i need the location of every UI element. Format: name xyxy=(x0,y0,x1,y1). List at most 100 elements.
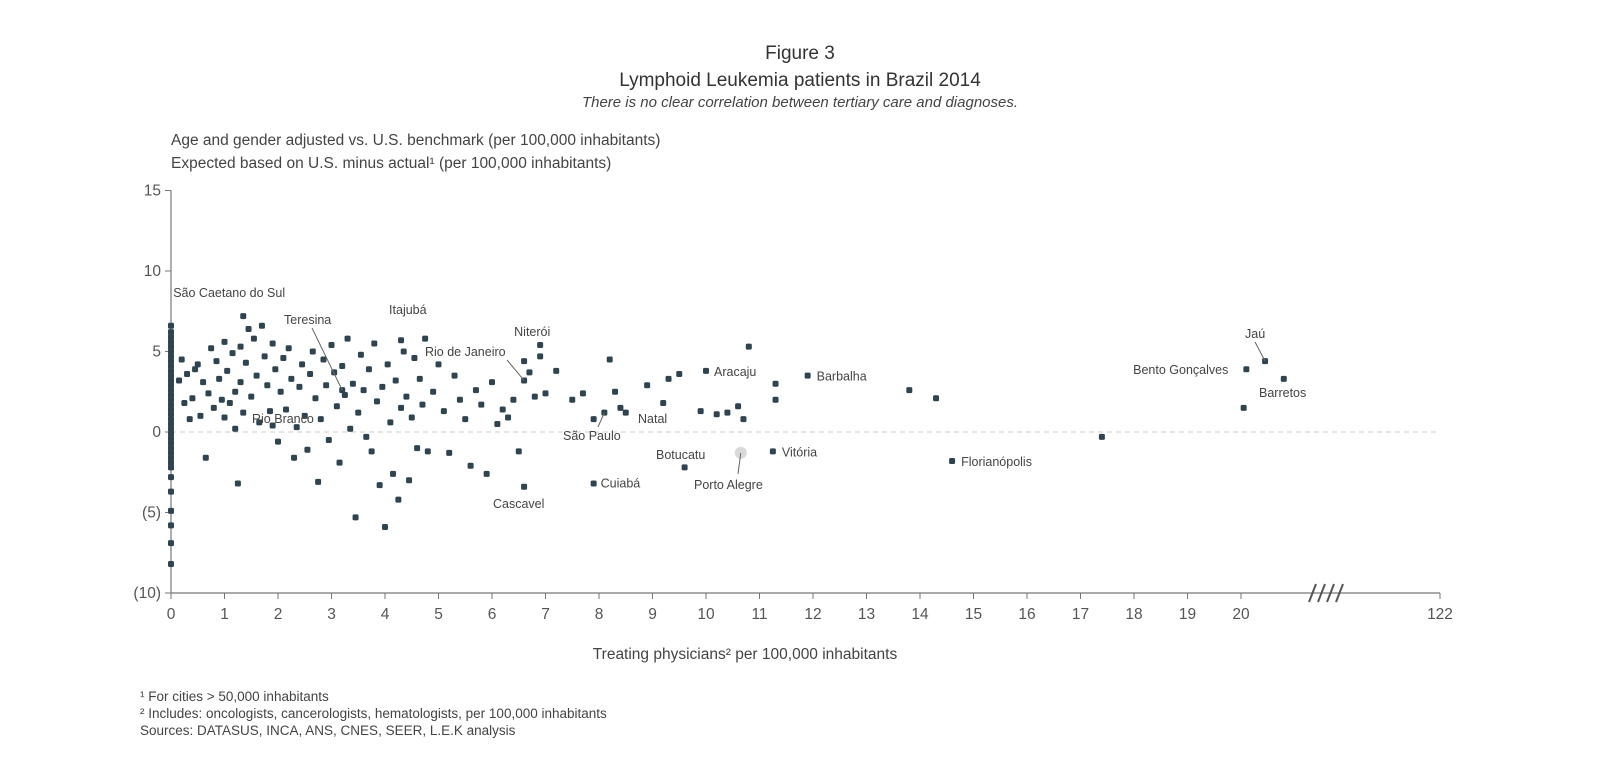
point-label: Botucatu xyxy=(656,448,705,462)
data-point xyxy=(234,480,241,487)
data-point xyxy=(168,449,174,456)
data-point xyxy=(713,411,720,418)
data-point xyxy=(168,507,174,514)
point-label: Barbalha xyxy=(817,370,867,384)
data-point xyxy=(283,406,290,413)
data-point xyxy=(178,356,185,363)
data-point xyxy=(579,390,586,397)
data-point xyxy=(363,433,370,440)
data-point xyxy=(168,561,174,568)
data-point xyxy=(542,390,549,397)
footnote-2: ² Includes: oncologists, cancerologists,… xyxy=(140,706,607,721)
data-point xyxy=(382,523,388,530)
x-tick-label: 19 xyxy=(1179,606,1196,623)
data-point xyxy=(371,340,378,347)
data-point xyxy=(422,335,429,342)
x-tick-label: 1 xyxy=(220,606,229,623)
point-label: Teresina xyxy=(284,313,331,327)
data-point xyxy=(1243,366,1250,373)
data-point xyxy=(269,422,276,429)
data-point xyxy=(606,356,613,363)
y-tick-label: 0 xyxy=(152,424,161,441)
data-point xyxy=(168,435,174,442)
data-point xyxy=(210,404,217,411)
data-point xyxy=(341,391,348,398)
sources-note: Sources: DATASUS, INCA, ANS, CNES, SEER,… xyxy=(140,723,516,738)
data-point xyxy=(384,361,391,368)
data-point xyxy=(168,416,174,423)
data-point xyxy=(197,412,204,419)
data-point xyxy=(256,419,263,426)
x-tick-label: 2 xyxy=(274,606,283,623)
data-point xyxy=(237,379,244,386)
data-point xyxy=(168,334,174,341)
data-point xyxy=(347,425,354,432)
data-point xyxy=(745,343,752,350)
x-tick-label: 4 xyxy=(381,606,390,623)
data-point xyxy=(168,391,174,398)
chart-title: Lymphoid Leukemia patients in Brazil 201… xyxy=(619,70,981,91)
data-point xyxy=(323,382,330,389)
data-point xyxy=(168,401,174,408)
data-point xyxy=(349,380,356,387)
data-point xyxy=(168,440,174,447)
data-point xyxy=(665,375,672,382)
data-point xyxy=(724,409,731,416)
label-leader-line xyxy=(597,412,605,428)
data-point xyxy=(168,454,174,461)
data-point xyxy=(168,367,174,374)
data-point xyxy=(804,372,811,379)
data-point xyxy=(387,419,394,426)
data-point xyxy=(168,445,174,452)
footnote-1: ¹ For cities > 50,000 inhabitants xyxy=(140,689,329,704)
data-point xyxy=(414,445,421,452)
point-label: Jaú xyxy=(1245,327,1265,341)
x-tick-label: 10 xyxy=(697,606,715,623)
point-label: São Paulo xyxy=(563,429,621,443)
data-point xyxy=(769,448,776,455)
data-point xyxy=(229,350,236,357)
data-point xyxy=(189,395,196,402)
point-label: Bento Gonçalves xyxy=(1133,363,1228,377)
data-point xyxy=(336,459,343,466)
data-point xyxy=(240,409,247,416)
data-point xyxy=(446,449,453,456)
data-point xyxy=(221,338,228,345)
axis-break-mark xyxy=(1317,583,1326,603)
data-point xyxy=(483,470,490,477)
data-point xyxy=(499,406,506,413)
data-point xyxy=(424,448,431,455)
x-tick-label: 11 xyxy=(751,606,767,623)
data-point xyxy=(526,369,533,376)
data-point xyxy=(390,470,397,477)
data-point xyxy=(301,412,308,419)
x-axis-label: Treating physicians² per 100,000 inhabit… xyxy=(592,646,898,663)
data-point xyxy=(395,496,402,503)
data-point xyxy=(949,457,956,464)
label-leader-line xyxy=(1254,341,1266,362)
data-point xyxy=(515,448,522,455)
data-point xyxy=(168,329,174,336)
data-point xyxy=(494,420,501,427)
data-point xyxy=(266,408,273,415)
data-point xyxy=(590,416,597,423)
point-label: Florianópolis xyxy=(961,455,1032,469)
y-axis-label-secondary: Expected based on U.S. minus actual¹ (pe… xyxy=(171,155,612,172)
x-tick-label: 15 xyxy=(965,606,982,623)
data-point xyxy=(906,387,913,394)
data-point xyxy=(261,353,268,360)
data-point xyxy=(315,478,322,485)
data-point xyxy=(218,396,225,403)
data-point xyxy=(590,480,597,487)
data-point xyxy=(537,342,544,349)
data-point xyxy=(355,409,362,416)
data-point xyxy=(250,335,257,342)
label-leader-line xyxy=(506,359,525,381)
data-point xyxy=(368,448,375,455)
data-point xyxy=(280,354,287,361)
data-point xyxy=(365,366,372,373)
data-point xyxy=(202,454,209,461)
data-point xyxy=(521,358,528,365)
axis-break-mark xyxy=(1308,583,1317,603)
data-point xyxy=(373,398,380,405)
